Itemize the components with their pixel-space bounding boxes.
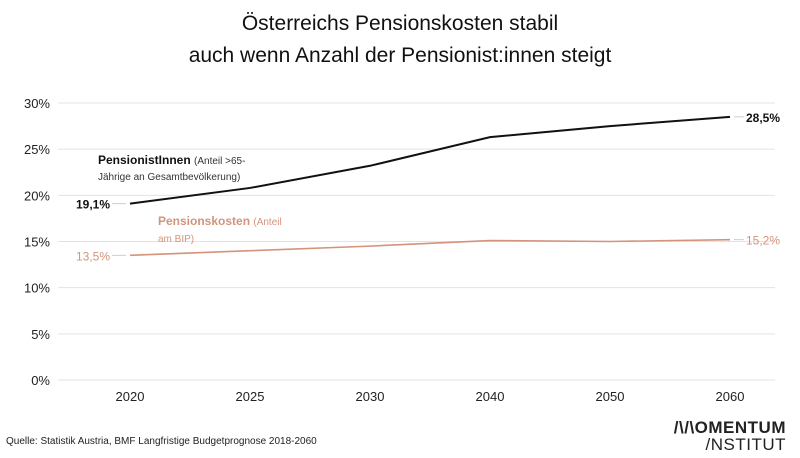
x-tick-label: 2060 bbox=[716, 389, 745, 404]
logo-line2: /NSTITUT bbox=[705, 435, 786, 454]
y-tick-label: 20% bbox=[24, 188, 50, 203]
x-tick-label: 2025 bbox=[236, 389, 265, 404]
y-tick-label: 10% bbox=[24, 281, 50, 296]
end-value-label: 15,2% bbox=[746, 234, 780, 248]
x-tick-label: 2050 bbox=[596, 389, 625, 404]
x-tick-label: 2020 bbox=[116, 389, 145, 404]
y-tick-label: 30% bbox=[24, 96, 50, 111]
x-tick-label: 2040 bbox=[476, 389, 505, 404]
logo-line1: /\/\OMENTUM bbox=[673, 418, 786, 437]
source-note: Quelle: Statistik Austria, BMF Langfrist… bbox=[6, 436, 317, 447]
series-note-pensionistinnen: Jährige an Gesamtbevölkerung) bbox=[98, 172, 240, 183]
y-tick-label: 0% bbox=[31, 373, 50, 388]
y-tick-label: 25% bbox=[24, 142, 50, 157]
chart-title-line1: Österreichs Pensionskosten stabil bbox=[241, 12, 559, 35]
chart-title-line2: auch wenn Anzahl der Pensionist:innen st… bbox=[188, 44, 612, 67]
series-line-pensionskosten bbox=[129, 238, 731, 257]
y-tick-label: 5% bbox=[31, 327, 50, 342]
y-tick-label: 15% bbox=[24, 235, 50, 250]
start-value-label: 19,1% bbox=[76, 198, 110, 212]
momentum-logo: /\/\OMENTUM /NSTITUT bbox=[674, 419, 786, 453]
series-label-pensionistinnen: PensionistInnen (Anteil >65- bbox=[98, 153, 245, 167]
start-value-label: 13,5% bbox=[76, 249, 110, 263]
x-tick-label: 2030 bbox=[356, 389, 385, 404]
series-note-pensionskosten: am BIP) bbox=[158, 234, 194, 245]
series-label-pensionskosten: Pensionskosten (Anteil bbox=[158, 214, 282, 228]
end-value-label: 28,5% bbox=[746, 111, 780, 125]
series-line-pensionistinnen bbox=[129, 115, 731, 205]
